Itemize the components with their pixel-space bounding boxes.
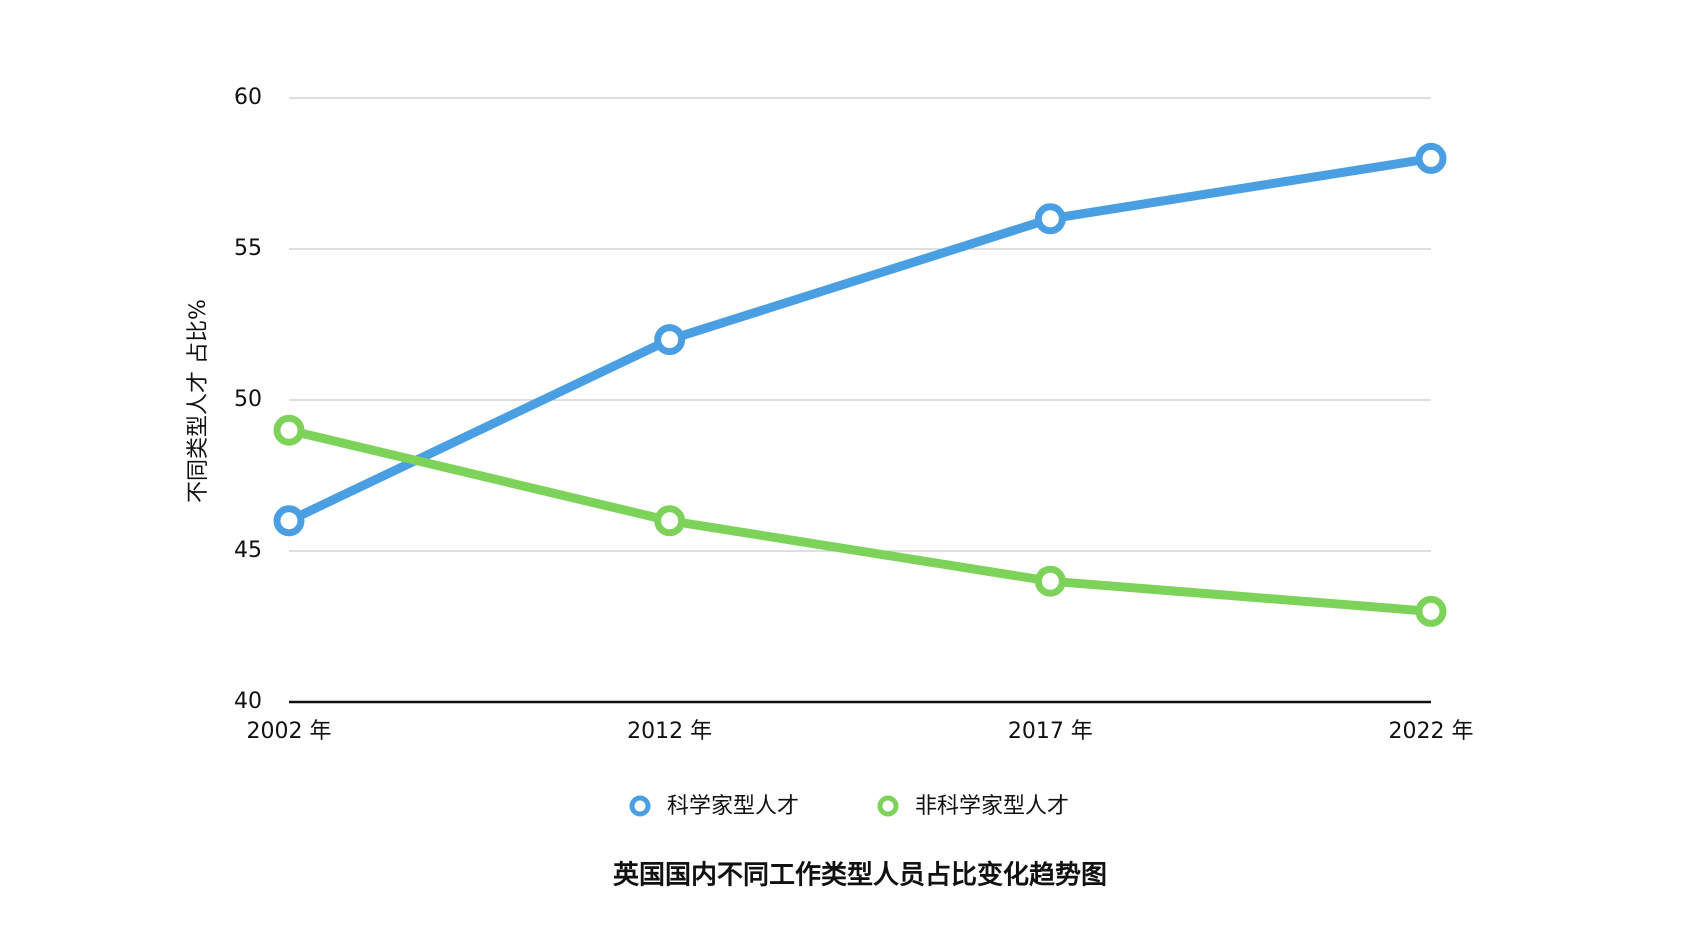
data-point — [1415, 595, 1447, 627]
x-tick-label: 2002 年 — [247, 719, 332, 744]
data-point — [1415, 142, 1447, 174]
data-point — [654, 505, 686, 537]
legend-marker — [629, 795, 651, 817]
x-tick-label: 2012 年 — [627, 719, 712, 744]
y-tick-label: 55 — [234, 236, 262, 261]
y-tick-label: 40 — [234, 689, 262, 714]
legend-marker — [877, 795, 899, 817]
y-tick-label: 60 — [234, 85, 262, 110]
chart-title: 英国国内不同工作类型人员占比变化趋势图 — [613, 860, 1107, 891]
legend-label: 非科学家型人才 — [915, 794, 1069, 819]
data-point — [1034, 203, 1066, 235]
data-point — [1034, 565, 1066, 597]
series-line — [284, 425, 1436, 616]
legend-label: 科学家型人才 — [667, 794, 799, 819]
x-tick-label: 2017 年 — [1008, 719, 1093, 744]
data-point — [273, 505, 305, 537]
x-tick-label: 2022 年 — [1389, 719, 1474, 744]
series-line — [284, 153, 1436, 526]
y-tick-label: 50 — [234, 387, 262, 412]
data-point — [273, 414, 305, 446]
data-point — [654, 324, 686, 356]
y-tick-label: 45 — [234, 538, 262, 563]
y-axis-label: 不同类型人才 占比% — [186, 299, 211, 503]
